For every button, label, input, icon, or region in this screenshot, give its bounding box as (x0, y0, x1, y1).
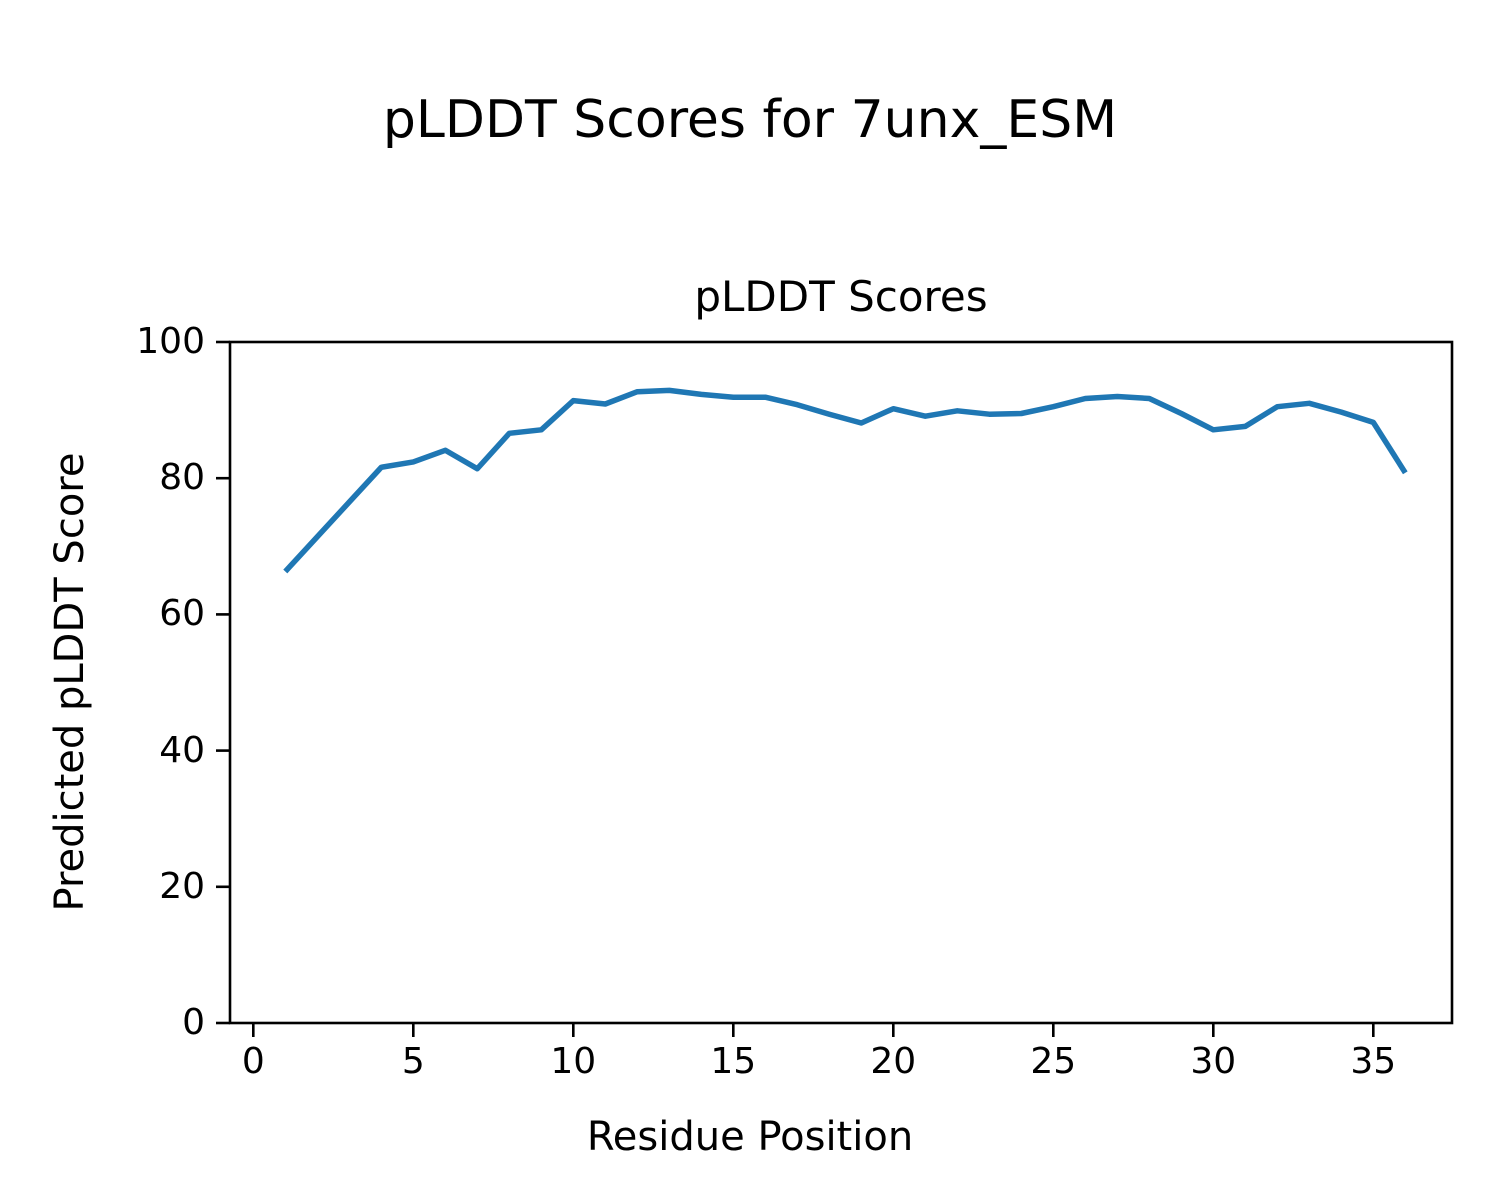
plddt-line (283, 387, 1408, 574)
y-tick-label: 20 (159, 865, 205, 907)
y-tick-label: 60 (159, 593, 205, 635)
axis-ticks (216, 340, 1375, 1037)
x-axis-label: Residue Position (586, 1114, 914, 1160)
y-tick-label: 80 (159, 457, 205, 499)
x-tick-label: 35 (1350, 1041, 1397, 1082)
x-tick-label: 15 (710, 1041, 757, 1082)
x-tick-label: 10 (550, 1041, 597, 1082)
x-tick-label: 25 (1030, 1041, 1077, 1082)
y-tick-label: 40 (159, 729, 205, 771)
axes-frame (228, 340, 1454, 1025)
x-tick-label: 30 (1190, 1041, 1237, 1082)
x-tick-label: 5 (401, 1041, 425, 1082)
y-tick-label: 100 (136, 321, 205, 362)
figure-title: pLDDT Scores for 7unx_ESM (382, 90, 1118, 150)
axes-title: pLDDT Scores (694, 272, 988, 321)
x-tick-label: 0 (241, 1041, 265, 1082)
y-tick-label: 0 (182, 1002, 205, 1043)
y-axis-label: Predicted pLDDT Score (47, 452, 93, 912)
x-tick-label: 20 (870, 1041, 917, 1082)
